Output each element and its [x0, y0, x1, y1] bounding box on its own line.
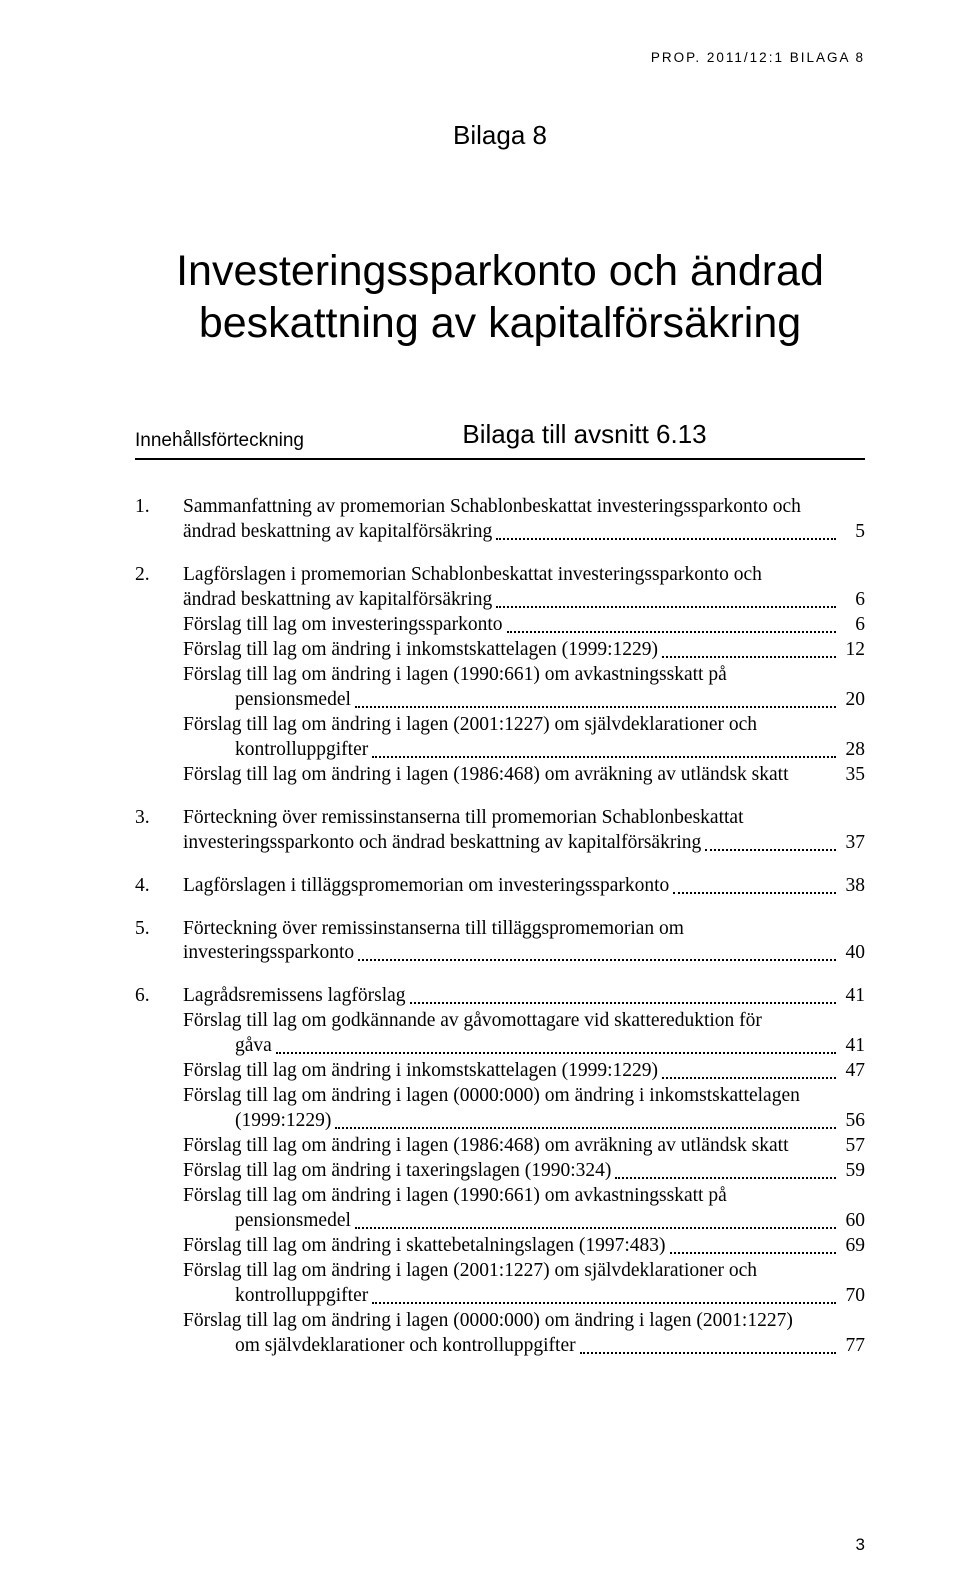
subtitle: Bilaga till avsnitt 6.13: [304, 419, 865, 452]
leader-dots: [670, 1252, 836, 1254]
toc-entry-text: ändrad beskattning av kapitalförsäkring: [183, 588, 492, 613]
toc-page: 41: [840, 984, 865, 1009]
leader-dots: [372, 1302, 836, 1304]
toc-page: 20: [840, 688, 865, 713]
toc-number: 1.: [135, 495, 183, 545]
toc-page: 56: [840, 1109, 865, 1134]
toc-item-2: 2. Lagförslagen i promemorian Schablonbe…: [135, 563, 865, 788]
appendix-label: Bilaga 8: [135, 120, 865, 151]
title-line-1: Investeringssparkonto och ändrad: [176, 247, 824, 295]
toc-page: 69: [840, 1234, 865, 1259]
toc-entry-text: Lagförslagen i promemorian Schablonbeska…: [183, 563, 762, 588]
toc-entry-text: Förslag till lag om ändring i lagen (000…: [183, 1084, 800, 1109]
leader-dots: [615, 1177, 836, 1179]
toc-entry-text: Förslag till lag om ändring i inkomstska…: [183, 1059, 658, 1084]
toc-entry-text: Förslag till lag om ändring i lagen (199…: [183, 1184, 727, 1209]
leader-dots: [355, 706, 836, 708]
leader-dots: [705, 849, 836, 851]
toc-entry-text: investeringssparkonto och ändrad beskatt…: [183, 831, 701, 856]
toc-entry-text: investeringssparkonto: [183, 941, 354, 966]
toc-entry-text: Lagförslagen i tilläggspromemorian om in…: [183, 874, 669, 899]
leader-dots: [410, 1002, 836, 1004]
leader-dots: [673, 892, 836, 894]
toc-number: 3.: [135, 806, 183, 856]
toc-page: 37: [840, 831, 865, 856]
toc-item-6: 6. Lagrådsremissens lagförslag 41 Försla…: [135, 984, 865, 1358]
title-line-2: beskattning av kapitalförsäkring: [199, 299, 801, 347]
toc-entry-text: gåva: [183, 1034, 272, 1059]
leader-dots: [507, 631, 836, 633]
toc-entry-text: ändrad beskattning av kapitalförsäkring: [183, 520, 492, 545]
toc-entry-text: om självdeklarationer och kontrolluppgif…: [183, 1334, 576, 1359]
toc-entry-text: Förslag till lag om investeringssparkont…: [183, 613, 503, 638]
toc-entry-text: Förslag till lag om ändring i lagen (199…: [183, 663, 727, 688]
table-of-contents: 1. Sammanfattning av promemorian Schablo…: [135, 495, 865, 1359]
toc-entry-text: Förslag till lag om ändring i taxeringsl…: [183, 1159, 611, 1184]
toc-entry-text: Förslag till lag om ändring i lagen (198…: [183, 1134, 788, 1159]
toc-page: 77: [840, 1334, 865, 1359]
toc-page: 12: [840, 638, 865, 663]
toc-page: 38: [840, 874, 865, 899]
toc-entry-text: kontrolluppgifter: [183, 1284, 368, 1309]
running-header: PROP. 2011/12:1 BILAGA 8: [135, 50, 865, 65]
toc-item-5: 5. Förteckning över remissinstanserna ti…: [135, 917, 865, 967]
toc-page: 60: [840, 1209, 865, 1234]
toc-entry-text: Förteckning över remissinstanserna till …: [183, 917, 684, 942]
leader-dots: [355, 1227, 836, 1229]
toc-number: 6.: [135, 984, 183, 1358]
leader-dots: [335, 1127, 836, 1129]
toc-entry-text: pensionsmedel: [183, 688, 351, 713]
toc-page: 28: [840, 738, 865, 763]
leader-dots: [496, 606, 836, 608]
toc-entry-text: (1999:1229): [183, 1109, 331, 1134]
toc-entry-text: Förslag till lag om ändring i inkomstska…: [183, 638, 658, 663]
toc-page: 41: [840, 1034, 865, 1059]
toc-number: 2.: [135, 563, 183, 788]
document-title: Investeringssparkonto och ändrad beskatt…: [135, 246, 865, 349]
toc-page: 6: [840, 588, 865, 613]
toc-header: Innehållsförteckning Bilaga till avsnitt…: [135, 419, 865, 460]
leader-dots: [662, 656, 836, 658]
toc-entry-text: Förslag till lag om godkännande av gåvom…: [183, 1009, 762, 1034]
toc-item-3: 3. Förteckning över remissinstanserna ti…: [135, 806, 865, 856]
leader-none: [792, 1153, 836, 1154]
toc-page: 59: [840, 1159, 865, 1184]
toc-page: 40: [840, 941, 865, 966]
toc-page: 57: [840, 1134, 865, 1159]
leader-dots: [276, 1052, 836, 1054]
toc-item-1: 1. Sammanfattning av promemorian Schablo…: [135, 495, 865, 545]
leader-dots: [496, 538, 836, 540]
toc-entry-text: Förslag till lag om ändring i lagen (198…: [183, 763, 788, 788]
toc-entry-text: Förslag till lag om ändring i lagen (200…: [183, 1259, 757, 1284]
toc-label: Innehållsförteckning: [135, 430, 304, 452]
toc-entry-text: Förslag till lag om ändring i skattebeta…: [183, 1234, 666, 1259]
toc-number: 4.: [135, 874, 183, 899]
toc-page: 5: [840, 520, 865, 545]
page-number: 3: [856, 1535, 865, 1555]
toc-page: 47: [840, 1059, 865, 1084]
toc-entry-text: Förslag till lag om ändring i lagen (000…: [183, 1309, 793, 1334]
toc-entry-text: kontrolluppgifter: [183, 738, 368, 763]
toc-item-4: 4. Lagförslagen i tilläggspromemorian om…: [135, 874, 865, 899]
toc-page: 35: [840, 763, 865, 788]
toc-entry-text: Lagrådsremissens lagförslag: [183, 984, 406, 1009]
leader-dots: [580, 1352, 836, 1354]
leader-dots: [662, 1077, 836, 1079]
toc-page: 6: [840, 613, 865, 638]
leader-dots: [358, 959, 836, 961]
toc-page: 70: [840, 1284, 865, 1309]
toc-entry-text: pensionsmedel: [183, 1209, 351, 1234]
toc-number: 5.: [135, 917, 183, 967]
leader-none: [792, 782, 836, 783]
toc-entry-text: Förteckning över remissinstanserna till …: [183, 806, 744, 831]
toc-entry-text: Sammanfattning av promemorian Schablonbe…: [183, 495, 801, 520]
leader-dots: [372, 756, 836, 758]
toc-entry-text: Förslag till lag om ändring i lagen (200…: [183, 713, 757, 738]
